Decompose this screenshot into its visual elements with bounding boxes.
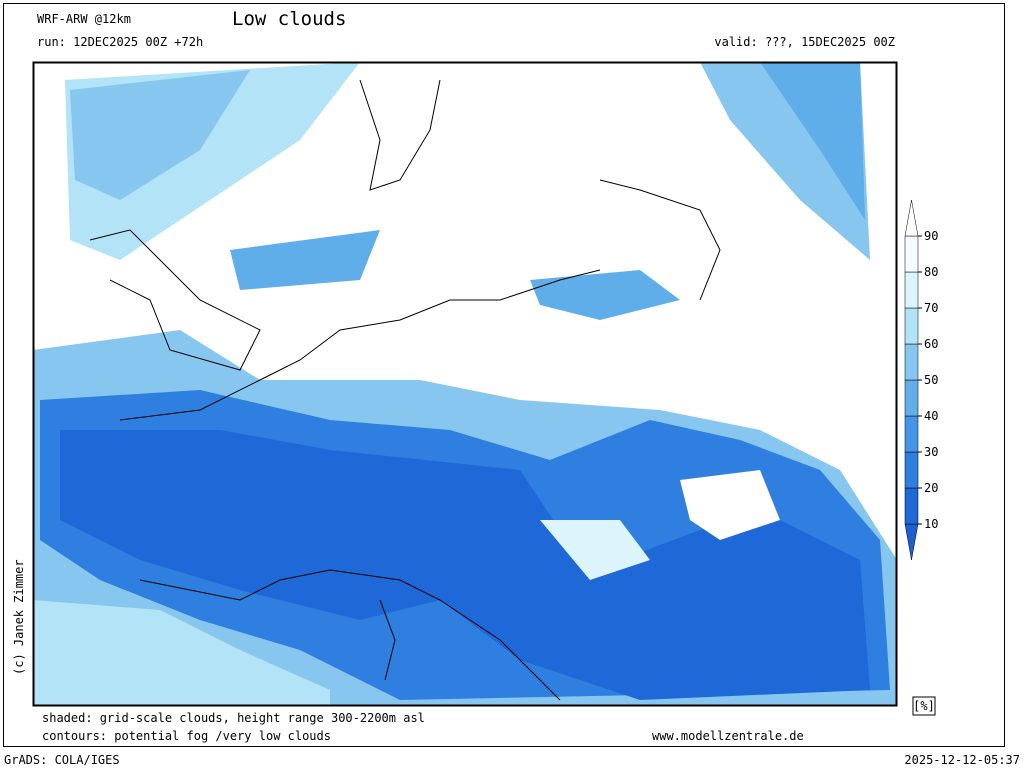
coastlines <box>89 79 721 701</box>
valid-label: valid: ???, 15DEC2025 00Z <box>714 35 895 49</box>
colorbar-tick-label: 10 <box>924 517 938 531</box>
colorbar-tick-label: 50 <box>924 373 938 387</box>
colorbar-tick-label: 80 <box>924 265 938 279</box>
run-label: run: 12DEC2025 00Z +72h <box>37 35 203 49</box>
colorbar-segment <box>904 307 919 345</box>
timestamp: 2025-12-12-05:37 <box>904 753 1020 767</box>
colorbar-segment <box>904 271 919 309</box>
software: GrADS: COLA/IGES <box>4 753 120 767</box>
cloud-shading <box>33 62 897 706</box>
map-border <box>32 61 898 707</box>
colorbar-segment <box>904 379 919 417</box>
colorbar-segment <box>904 415 919 453</box>
model-label: WRF-ARW @12km <box>37 12 131 26</box>
map <box>32 61 898 707</box>
colorbar-tick-label: 90 <box>924 229 938 243</box>
colorbar-unit: [%] <box>913 699 935 713</box>
contours-note: contours: potential fog /very low clouds <box>42 729 331 743</box>
colorbar-tick-label: 40 <box>924 409 938 423</box>
colorbar-segment <box>904 235 919 273</box>
colorbar-segment <box>904 487 919 525</box>
colorbar-tick-label: 30 <box>924 445 938 459</box>
colorbar: 10 20 30 40 50 60 70 80 90 <box>904 199 938 561</box>
colorbar-tick-label: 70 <box>924 301 938 315</box>
credit: (c) Janek Zimmer <box>12 559 26 675</box>
colorbar-segment <box>904 451 919 489</box>
colorbar-segment <box>904 199 919 237</box>
colorbar-tick-label: 20 <box>924 481 938 495</box>
shaded-note: shaded: grid-scale clouds, height range … <box>42 711 425 725</box>
website: www.modellzentrale.de <box>652 729 804 743</box>
colorbar-segment <box>904 343 919 381</box>
unit-box <box>912 696 936 716</box>
title: Low clouds <box>232 8 346 30</box>
colorbar-tick-label: 60 <box>924 337 938 351</box>
